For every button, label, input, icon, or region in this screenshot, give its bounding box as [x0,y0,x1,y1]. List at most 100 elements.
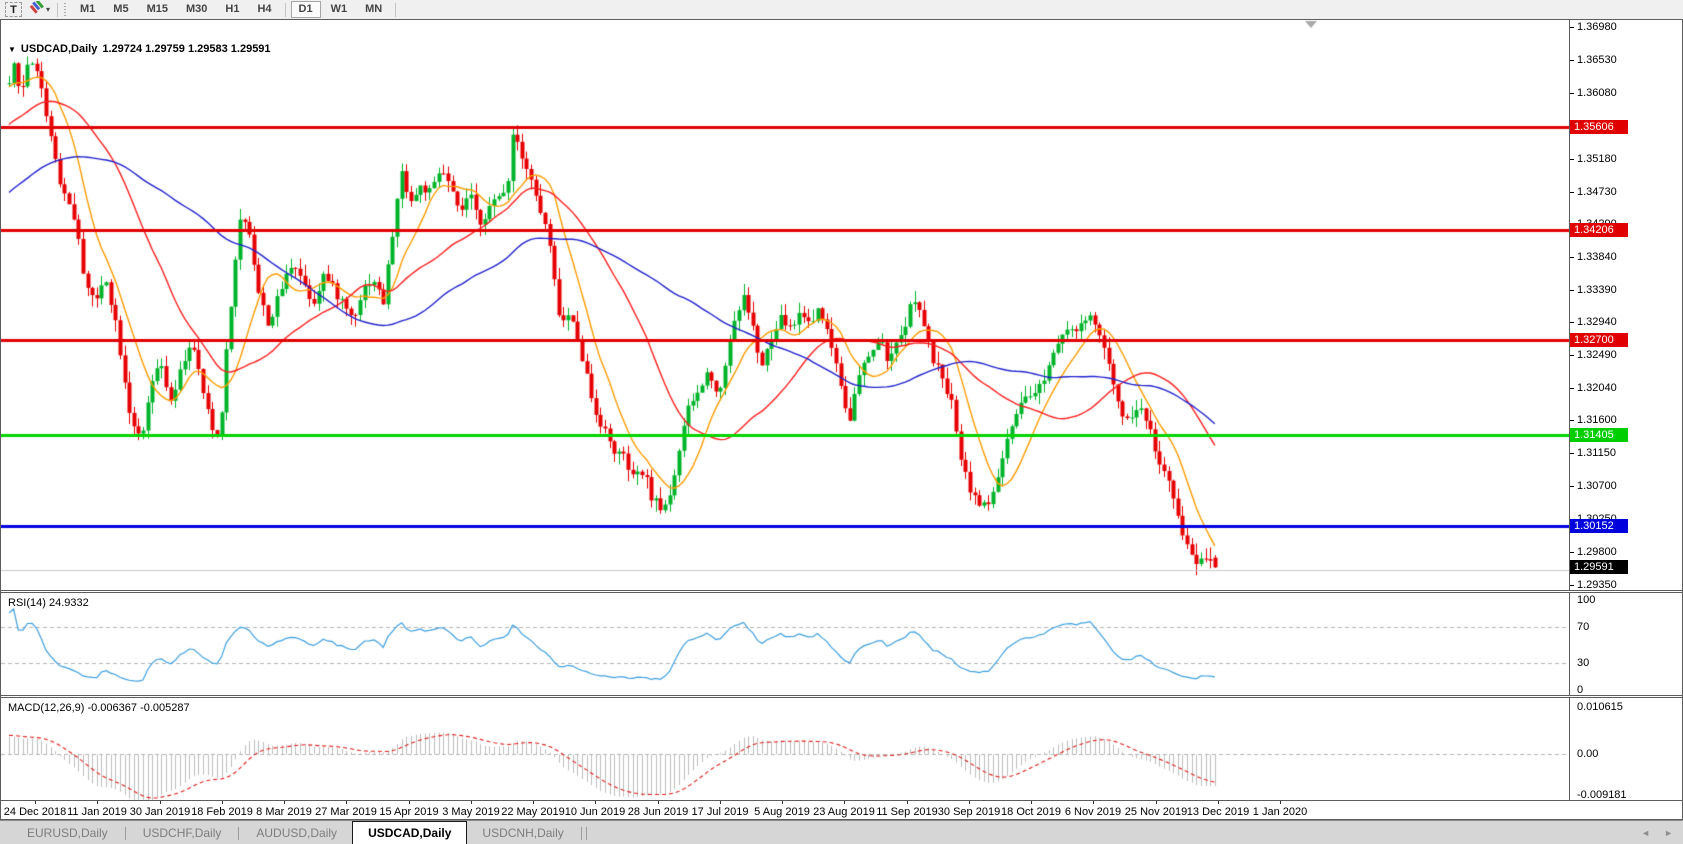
date-tick-label: 24 Dec 2018 [3,806,67,818]
macd-axis-label: -0.009181 [1577,789,1627,801]
price-level-badge: 1.35606 [1570,120,1628,134]
date-tick-mark [844,801,845,804]
date-tick-mark [35,801,36,804]
date-tick-mark [1218,801,1219,804]
pane-separator[interactable] [1,590,1682,593]
timeframe-button-M1[interactable]: M1 [72,1,103,18]
chart-tab-usdcad[interactable]: USDCAD,Daily [352,821,468,844]
chart-tab-usdcnh[interactable]: USDCNH,Daily [482,826,564,840]
date-tick-mark [595,801,596,804]
date-axis-border [1,800,1682,801]
price-chart-canvas[interactable] [1,20,1569,590]
price-tick-label: 1.36980 [1577,21,1617,33]
rsi-axis-label: 0 [1577,684,1584,696]
toolbar-grip-handle[interactable] [64,3,67,16]
price-tick-mark [1569,585,1574,586]
date-tick-label: 23 Aug 2019 [813,806,875,818]
price-tick-label: 1.36080 [1577,87,1617,99]
price-tick-mark [1569,257,1574,258]
chart-tab-usdchf[interactable]: USDCHF,Daily [142,826,222,840]
date-tick-label: 30 Jan 2019 [129,806,191,818]
timeframe-button-M30[interactable]: M30 [178,1,215,18]
pane-separator[interactable] [1,695,1682,698]
chart-tab-audusd[interactable]: AUDUSD,Daily [256,826,338,840]
tab-separator [585,827,587,840]
date-tick-label: 11 Sep 2019 [876,806,938,818]
rsi-axis-label: 100 [1577,594,1596,606]
price-tick-mark [1569,388,1574,389]
date-tick-label: 11 Jan 2019 [67,806,127,818]
date-tick-label: 28 Jun 2019 [627,806,689,818]
date-tick-label: 3 May 2019 [442,806,500,818]
price-tick-label: 1.31150 [1577,447,1616,459]
price-tick-mark [1569,192,1574,193]
toolbar-separator [284,2,286,17]
date-tick-mark [284,801,285,804]
tab-separator [124,827,126,840]
toolbar-separator [57,2,59,17]
date-tick-mark [782,801,783,804]
price-tick-label: 1.36530 [1577,54,1617,66]
date-tick-mark [1031,801,1032,804]
date-tick-label: 25 Nov 2019 [1124,806,1188,818]
price-axis-border [1569,20,1570,800]
price-tick-label: 1.29350 [1577,579,1617,591]
tab-separator [238,827,240,840]
price-tick-mark [1569,486,1574,487]
price-tick-mark [1569,552,1574,553]
date-tick-mark [907,801,908,804]
timeframe-button-W1[interactable]: W1 [323,1,356,18]
tab-separator [580,827,582,840]
timeframe-buttons: M1 M5 M15 M30 H1 H4 D1 W1 MN [71,1,400,18]
chevron-down-icon: ▾ [46,5,51,14]
timeframe-toolbar: T ▾ M1 M5 M15 M30 H1 H4 D1 W1 MN [0,0,1683,19]
rsi-indicator-canvas[interactable] [1,593,1569,695]
date-tick-label: 6 Nov 2019 [1064,806,1122,818]
price-tick-mark [1569,93,1574,94]
timeframe-button-M15[interactable]: M15 [139,1,176,18]
date-tick-label: 22 May 2019 [501,806,565,818]
price-tick-mark [1569,60,1574,61]
date-tick-label: 8 Mar 2019 [256,806,312,818]
price-tick-label: 1.32490 [1577,349,1617,361]
date-tick-mark [222,801,223,804]
objects-palette-icon [29,0,44,19]
timeframe-button-M5[interactable]: M5 [105,1,136,18]
date-tick-label: 13 Dec 2019 [1186,806,1250,818]
date-tick-mark [346,801,347,804]
price-tick-mark [1569,27,1574,28]
price-level-badge: 1.34206 [1570,223,1628,237]
timeframe-button-H4[interactable]: H4 [249,1,279,18]
date-tick-label: 18 Oct 2019 [1001,806,1061,818]
price-tick-label: 1.32940 [1577,316,1617,328]
price-tick-label: 1.29800 [1577,546,1617,558]
date-tick-mark [658,801,659,804]
date-tick-mark [97,801,98,804]
date-tick-label: 17 Jul 2019 [691,806,749,818]
price-tick-mark [1569,453,1574,454]
text-tool-button[interactable]: T [5,2,22,17]
date-tick-mark [1156,801,1157,804]
timeframe-button-H1[interactable]: H1 [217,1,247,18]
date-tick-label: 1 Jan 2020 [1252,806,1308,818]
date-tick-mark [409,801,410,804]
chart-tab-bar: EURUSD,Daily USDCHF,Daily AUDUSD,Daily USDC… [0,820,1683,844]
price-tick-label: 1.33390 [1577,284,1617,296]
price-tick-label: 1.33840 [1577,251,1617,263]
tab-scroll-right-icon[interactable]: ► [1664,828,1673,838]
price-tick-mark [1569,322,1574,323]
objects-palette-button[interactable]: ▾ [26,0,53,19]
date-tick-mark [160,801,161,804]
price-level-badge: 1.29591 [1570,560,1628,574]
tab-scroll-left-icon[interactable]: ◄ [1641,828,1651,838]
chart-tab-eurusd[interactable]: EURUSD,Daily [27,826,108,840]
timeframe-button-D1[interactable]: D1 [290,1,321,18]
symbol-collapse-icon[interactable]: ▼ [8,44,16,54]
macd-indicator-canvas[interactable] [1,698,1569,800]
timeframe-button-MN[interactable]: MN [357,1,390,18]
price-tick-mark [1569,290,1574,291]
macd-axis-label: 0.00 [1577,748,1599,760]
macd-label: MACD(12,26,9) -0.006367 -0.005287 [8,702,190,714]
price-tick-label: 1.34730 [1577,186,1617,198]
